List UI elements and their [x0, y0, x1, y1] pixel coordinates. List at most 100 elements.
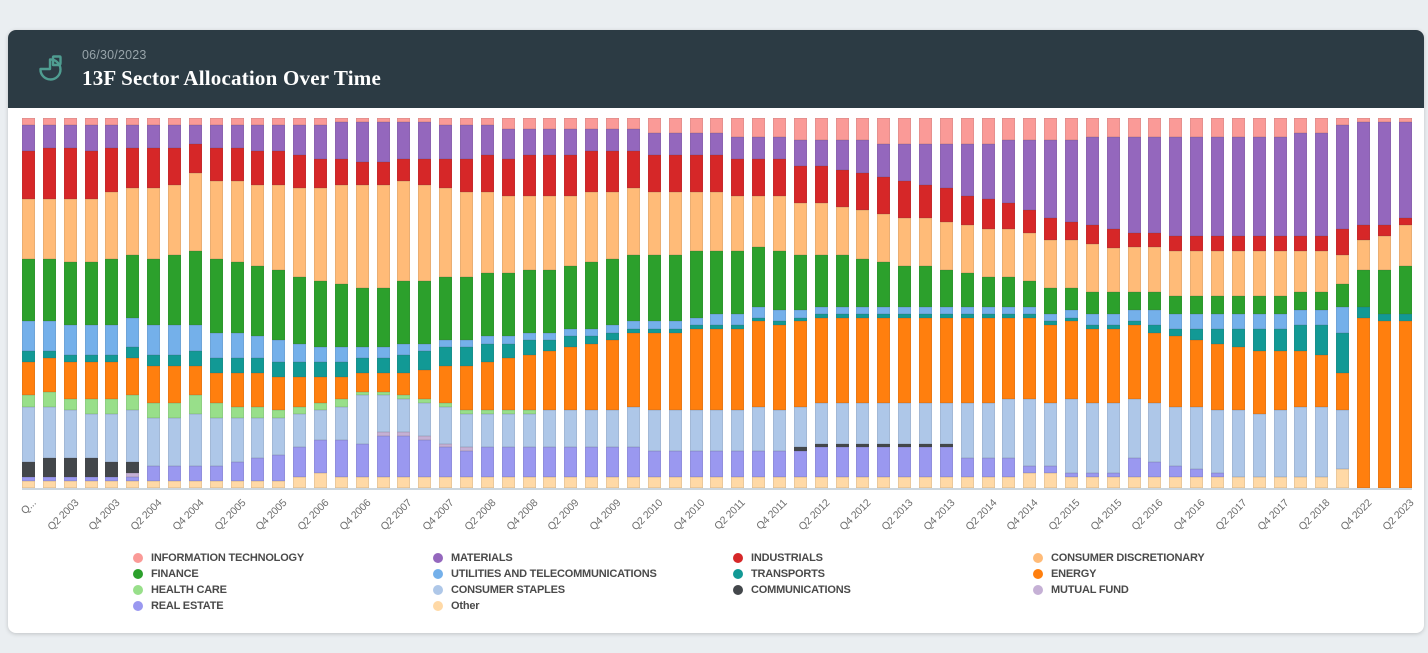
bar-segment[interactable] — [1336, 254, 1350, 285]
bar-segment[interactable] — [126, 125, 140, 148]
bar-segment[interactable] — [1148, 136, 1162, 233]
bar-segment[interactable] — [1169, 118, 1183, 137]
bar[interactable] — [1336, 118, 1350, 488]
bar-segment[interactable] — [1252, 328, 1266, 352]
bar-segment[interactable] — [1002, 118, 1016, 141]
bar-segment[interactable] — [84, 262, 98, 326]
bar-segment[interactable] — [1002, 277, 1016, 307]
bar-segment[interactable] — [460, 339, 474, 348]
bar-segment[interactable] — [835, 402, 849, 444]
bar-segment[interactable] — [501, 336, 515, 344]
bar-segment[interactable] — [1085, 314, 1099, 326]
bar-segment[interactable] — [939, 188, 953, 222]
bar-segment[interactable] — [543, 410, 557, 448]
bar-segment[interactable] — [355, 347, 369, 359]
bar-segment[interactable] — [1002, 228, 1016, 278]
bar-segment[interactable] — [1190, 118, 1204, 137]
bar-segment[interactable] — [772, 251, 786, 311]
bar[interactable] — [689, 118, 703, 488]
bar-segment[interactable] — [1106, 402, 1120, 474]
bar-segment[interactable] — [1023, 399, 1037, 466]
bar-segment[interactable] — [439, 476, 453, 488]
bar-segment[interactable] — [439, 447, 453, 477]
bar-segment[interactable] — [522, 413, 536, 448]
bar-segment[interactable] — [647, 132, 661, 155]
bar-segment[interactable] — [1106, 325, 1120, 329]
bar[interactable] — [1210, 118, 1224, 488]
bar-segment[interactable] — [188, 325, 202, 352]
bar-segment[interactable] — [1127, 399, 1141, 459]
bar-segment[interactable] — [1357, 121, 1370, 226]
bar-segment[interactable] — [1231, 328, 1245, 348]
bar-segment[interactable] — [918, 317, 932, 403]
bar-segment[interactable] — [564, 476, 578, 488]
bar-segment[interactable] — [772, 325, 786, 411]
bar-segment[interactable] — [1273, 314, 1287, 329]
bar-segment[interactable] — [564, 347, 578, 411]
bar-segment[interactable] — [981, 476, 995, 488]
bar-segment[interactable] — [710, 314, 724, 326]
bar-segment[interactable] — [606, 118, 620, 130]
bar-segment[interactable] — [126, 480, 140, 488]
bar-segment[interactable] — [501, 129, 515, 159]
bar-segment[interactable] — [1231, 314, 1245, 329]
bar-segment[interactable] — [1023, 473, 1037, 488]
bar-segment[interactable] — [1377, 225, 1391, 237]
bar-segment[interactable] — [1294, 351, 1308, 407]
bar-segment[interactable] — [1002, 314, 1016, 318]
bar-segment[interactable] — [1190, 251, 1204, 296]
bar[interactable] — [564, 118, 578, 488]
bar-segment[interactable] — [856, 447, 870, 477]
bar-segment[interactable] — [1357, 269, 1370, 307]
bar-segment[interactable] — [376, 373, 390, 392]
bar-segment[interactable] — [1127, 476, 1141, 488]
bar-segment[interactable] — [1064, 321, 1078, 400]
bar[interactable] — [355, 118, 369, 488]
bar-segment[interactable] — [1148, 462, 1162, 477]
bar-segment[interactable] — [1210, 136, 1224, 237]
bar-segment[interactable] — [564, 118, 578, 130]
bar-segment[interactable] — [835, 306, 849, 315]
bar-segment[interactable] — [480, 154, 494, 192]
bar-segment[interactable] — [898, 476, 912, 488]
bar[interactable] — [1398, 118, 1412, 488]
bar-segment[interactable] — [960, 306, 974, 315]
bar-segment[interactable] — [188, 143, 202, 174]
bar-segment[interactable] — [272, 454, 286, 481]
bar-segment[interactable] — [752, 247, 766, 307]
bar-segment[interactable] — [960, 317, 974, 403]
bar-segment[interactable] — [314, 347, 328, 363]
bar-segment[interactable] — [84, 125, 98, 152]
bar-segment[interactable] — [1106, 118, 1120, 137]
bar-segment[interactable] — [793, 166, 807, 204]
bar-segment[interactable] — [898, 217, 912, 266]
bar[interactable] — [293, 118, 307, 488]
bar-segment[interactable] — [1294, 291, 1308, 311]
bar[interactable] — [480, 118, 494, 488]
bar-segment[interactable] — [230, 118, 244, 126]
bar-segment[interactable] — [543, 154, 557, 196]
bar-segment[interactable] — [168, 417, 182, 466]
bar-segment[interactable] — [272, 480, 286, 488]
legend-item-energy[interactable]: ENERGY — [1033, 566, 1204, 582]
bar-segment[interactable] — [1064, 240, 1078, 289]
bar-segment[interactable] — [877, 262, 891, 307]
bar-segment[interactable] — [1169, 406, 1183, 466]
bar[interactable] — [1106, 118, 1120, 488]
bar-segment[interactable] — [1127, 291, 1141, 311]
bar-segment[interactable] — [439, 118, 453, 126]
bar-segment[interactable] — [606, 191, 620, 259]
bar-segment[interactable] — [63, 410, 77, 459]
bar-segment[interactable] — [606, 151, 620, 192]
bar-segment[interactable] — [710, 132, 724, 155]
bar-segment[interactable] — [209, 417, 223, 466]
bar-segment[interactable] — [105, 362, 119, 400]
bar-segment[interactable] — [63, 458, 77, 477]
bar-segment[interactable] — [251, 373, 265, 407]
bar-segment[interactable] — [397, 118, 411, 122]
bar-segment[interactable] — [918, 217, 932, 266]
bar-segment[interactable] — [626, 321, 640, 329]
bar-segment[interactable] — [126, 473, 140, 477]
bar-segment[interactable] — [272, 376, 286, 411]
bar-segment[interactable] — [63, 362, 77, 400]
